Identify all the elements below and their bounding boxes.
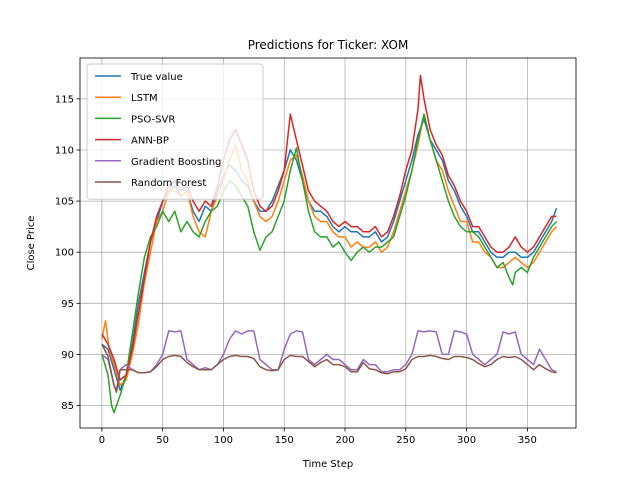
legend-label-0: True value [130, 72, 183, 83]
y-tick-label: 90 [61, 350, 74, 361]
y-axis-label: Close Price [26, 216, 37, 271]
legend-label-2: PSO-SVR [131, 114, 175, 125]
legend: True value LSTM PSO-SVR ANN-BP Gradient Boos… [86, 63, 264, 200]
y-tick-label: 115 [55, 94, 74, 105]
series-line-5 [101, 343, 557, 393]
y-tick-label: 95 [61, 299, 74, 310]
x-tick-label: 150 [275, 435, 294, 446]
legend-label-4: Gradient Boosting [131, 157, 221, 168]
legend-label-3: ANN-BP [131, 136, 169, 147]
x-tick-label: 50 [156, 435, 169, 446]
legend-box [86, 63, 264, 200]
series-line-4 [101, 330, 557, 391]
y-tick-label: 105 [55, 197, 74, 208]
x-tick-label: 250 [396, 435, 415, 446]
series-line-2 [101, 113, 558, 414]
chart-title: Predictions for Ticker: XOM [248, 38, 409, 52]
x-tick-label: 100 [214, 435, 233, 446]
y-tick-label: 85 [61, 401, 74, 412]
y-tick-label: 100 [55, 248, 74, 259]
x-axis-label: Time Step [302, 459, 353, 470]
x-tick-label: 0 [99, 435, 105, 446]
plot-frame [79, 57, 577, 429]
legend-label-1: LSTM [131, 93, 158, 104]
x-tick-label: 200 [335, 435, 354, 446]
y-tick-label: 110 [55, 145, 74, 156]
x-tick-label: 350 [518, 435, 537, 446]
ticks: 0 50 100 150 200 250 300 350 85 90 95 100 105 110 115 [55, 94, 537, 446]
x-tick-label: 300 [457, 435, 476, 446]
legend-label-5: Random Forest [131, 178, 206, 189]
